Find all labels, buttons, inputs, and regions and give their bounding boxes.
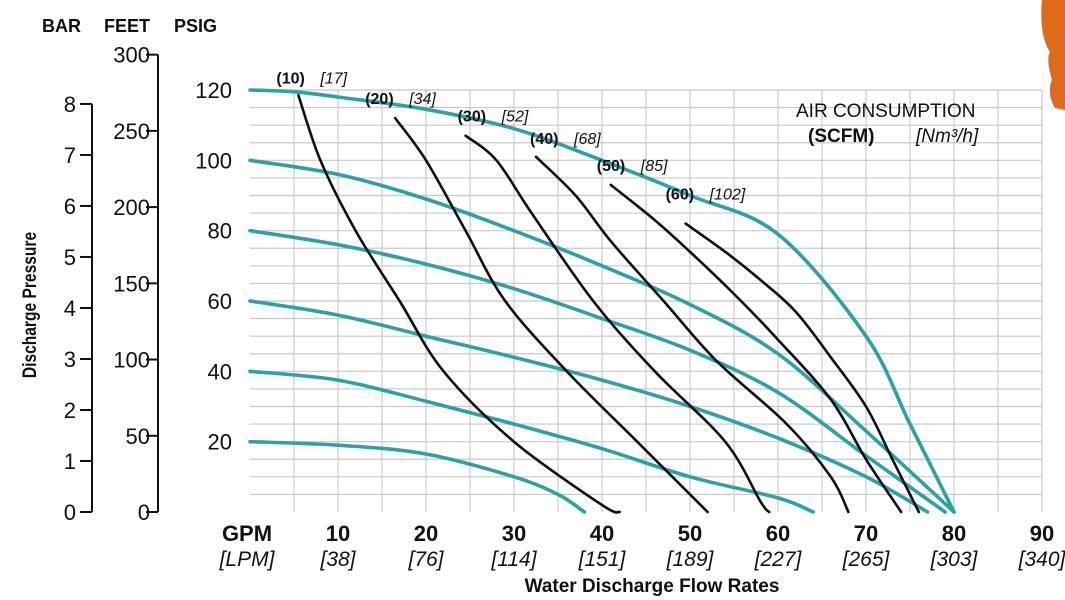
pressure-curve xyxy=(248,158,956,514)
x-tick-label-gpm: GPM xyxy=(222,521,272,546)
x-tick-label-lpm: [114] xyxy=(490,548,537,571)
x-tick-label-gpm: 80 xyxy=(942,521,966,546)
air-consumption-label-nm3h: [52] xyxy=(501,109,529,126)
psig-tick-label: 120 xyxy=(195,78,232,103)
x-tick-label-gpm: 20 xyxy=(414,521,438,546)
psig-tick-label: 20 xyxy=(208,430,232,455)
curves xyxy=(248,88,956,514)
air-consumption-label-nm3h: [17] xyxy=(319,70,347,87)
bar-tick-label: 4 xyxy=(64,296,76,321)
bar-tick-label: 6 xyxy=(64,194,76,219)
air-consumption-curve xyxy=(609,183,903,514)
air-consumption-curve xyxy=(684,222,921,514)
bar-tick-label: 8 xyxy=(64,92,76,117)
psig-tick-label: 40 xyxy=(208,359,232,384)
air-consumption-unit-nm3h: [Nm³/h] xyxy=(915,126,979,147)
x-tick-label-lpm: [38] xyxy=(319,548,356,571)
bar-tick-label: 0 xyxy=(64,500,76,525)
bar-tick-label: 3 xyxy=(64,347,76,372)
air-consumption-label-scfm: (30) xyxy=(458,109,486,126)
psig-tick-label: 100 xyxy=(195,148,232,173)
air-consumption-curve xyxy=(297,94,621,514)
pressure-curve xyxy=(248,369,815,514)
x-tick-label-lpm: [76] xyxy=(407,548,444,571)
air-consumption-curve xyxy=(393,116,709,514)
feet-tick-label: 250 xyxy=(113,119,150,144)
unit-header-feet: FEET xyxy=(104,16,150,36)
psig-tick-label: 80 xyxy=(208,219,232,244)
x-tick-label-lpm: [303] xyxy=(930,548,979,571)
psig-tick-label: 60 xyxy=(208,289,232,314)
air-consumption-label-scfm: (40) xyxy=(530,131,558,148)
x-tick-label-gpm: 30 xyxy=(502,521,526,546)
air-consumption-label-scfm: (60) xyxy=(666,187,694,204)
unit-header-psig: PSIG xyxy=(174,16,217,36)
bar-tick-label: 2 xyxy=(64,398,76,423)
air-consumption-label-scfm: (20) xyxy=(365,91,393,108)
x-tick-label-gpm: 10 xyxy=(326,521,350,546)
air-consumption-unit-scfm: (SCFM) xyxy=(808,126,874,147)
air-consumption-label-scfm: (50) xyxy=(597,158,625,175)
air-consumption-label-nm3h: [68] xyxy=(573,131,601,148)
x-tick-label-gpm: 60 xyxy=(766,521,790,546)
x-tick-label-gpm: 90 xyxy=(1030,521,1054,546)
air-consumption-label-nm3h: [85] xyxy=(640,158,668,175)
air-consumption-label-scfm: (10) xyxy=(276,70,304,87)
x-tick-label-gpm: 40 xyxy=(590,521,614,546)
axes: 0123456780501001502002503002040608010012… xyxy=(64,43,1065,571)
x-tick-label-gpm: 70 xyxy=(854,521,878,546)
feet-tick-label: 150 xyxy=(113,271,150,296)
bar-tick-label: 5 xyxy=(64,245,76,270)
x-axis-title: Water Discharge Flow Rates xyxy=(525,576,780,597)
air-consumption-curve xyxy=(534,155,850,514)
feet-tick-label: 300 xyxy=(113,43,150,68)
curve-labels: (10) [17] (20) [34] (30) [52](40) [68] (50) [85]… xyxy=(276,70,745,203)
pump-part-image xyxy=(1041,0,1065,110)
x-tick-label-lpm: [227] xyxy=(754,548,803,571)
air-consumption-title: AIR CONSUMPTION xyxy=(796,101,975,122)
pressure-curve xyxy=(248,439,587,514)
x-tick-label-lpm: [340] xyxy=(1018,548,1065,571)
feet-tick-label: 0 xyxy=(138,500,150,525)
x-tick-label-lpm: [151] xyxy=(578,548,627,571)
feet-tick-label: 200 xyxy=(113,195,150,220)
pressure-curve xyxy=(248,88,956,514)
air-consumption-label-nm3h: [102] xyxy=(709,187,746,204)
x-tick-label-gpm: 50 xyxy=(678,521,702,546)
bar-tick-label: 1 xyxy=(64,449,76,474)
x-tick-label-lpm: [265] xyxy=(842,548,891,571)
air-consumption-label-nm3h: [34] xyxy=(408,91,436,108)
x-tick-label-lpm: [189] xyxy=(666,548,715,571)
feet-tick-label: 100 xyxy=(113,348,150,373)
y-axis-title: Discharge Pressure xyxy=(19,232,41,379)
feet-tick-label: 50 xyxy=(126,424,150,449)
pressure-curve xyxy=(248,299,930,514)
x-tick-label-lpm: [LPM] xyxy=(219,548,276,571)
bar-tick-label: 7 xyxy=(64,143,76,168)
unit-header-bar: BAR xyxy=(42,16,81,36)
air-consumption-curve xyxy=(464,134,771,514)
